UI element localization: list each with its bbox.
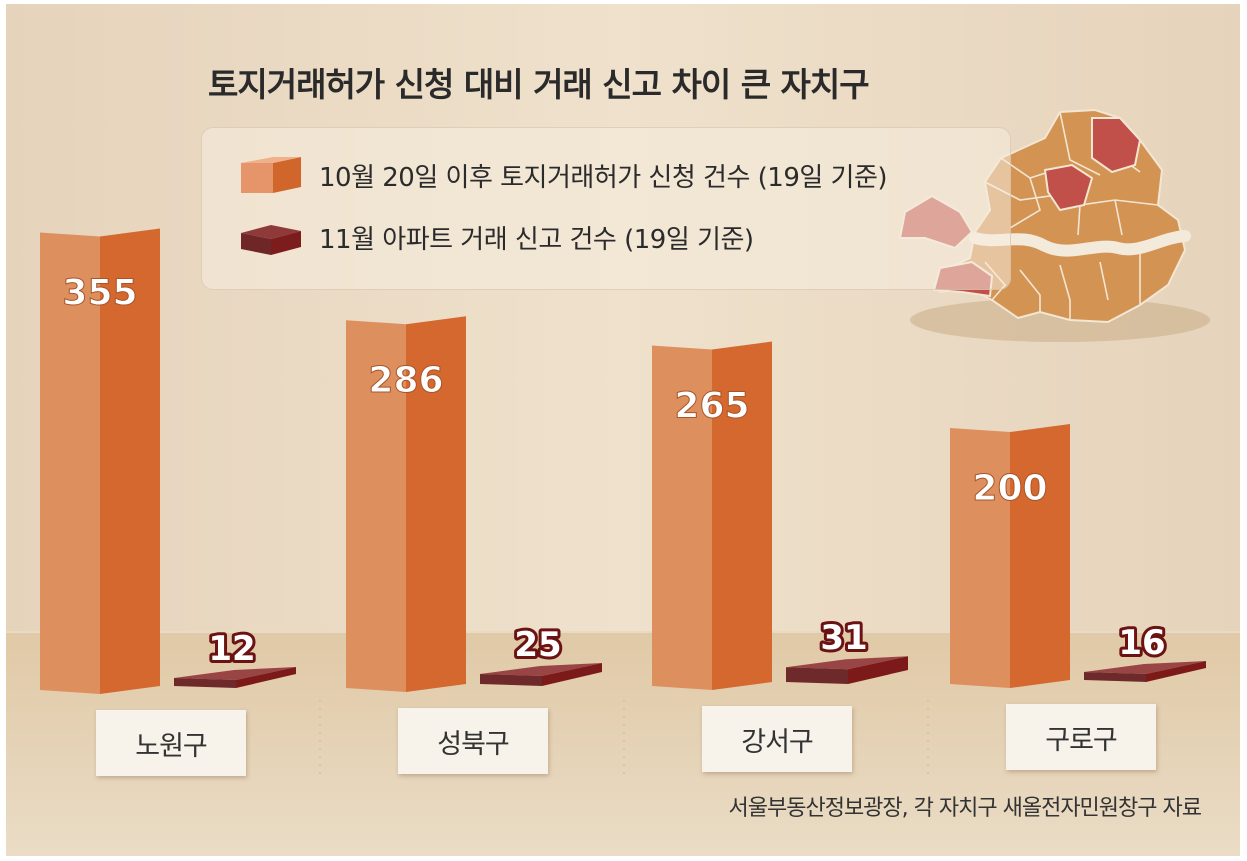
bar-series1: [950, 424, 1070, 688]
bar-side-face: [1146, 661, 1206, 682]
chart-title: 토지거래허가 신청 대비 거래 신고 차이 큰 자치구: [208, 65, 870, 104]
bar-top-face: [174, 667, 296, 680]
bar-series2: [786, 656, 908, 684]
bar-front-face: [786, 667, 848, 684]
legend: 10월 20일 이후 토지거래허가 신청 건수 (19일 기준) 11월 아파트…: [201, 127, 1011, 290]
value-labels-group: 355 12 286 25 265 31 200 16: [62, 272, 1169, 672]
bar-side-face: [406, 316, 466, 692]
bars-group: [40, 228, 1206, 694]
bar-series2: [174, 667, 296, 688]
bar-series1: [652, 341, 772, 690]
bar-value-label: 286: [368, 360, 443, 401]
bar-value-label: 16: [1118, 623, 1165, 663]
bar-value-label: 31: [820, 618, 867, 658]
bar-front-face: [346, 320, 406, 692]
bar-front-face: [40, 232, 100, 694]
category-label: 노원구: [96, 710, 246, 776]
legend-item-series2: 11월 아파트 거래 신고 건수 (19일 기준): [241, 217, 754, 257]
legend-label-series2: 11월 아파트 거래 신고 건수 (19일 기준): [319, 224, 754, 255]
bar-front-face: [652, 345, 712, 690]
bar-value-label: 265: [674, 386, 749, 427]
category-label: 구로구: [1006, 704, 1156, 770]
bar-side-face: [848, 656, 908, 684]
bar-side-face: [712, 341, 772, 690]
bar-front-face: [950, 428, 1010, 688]
source-note: 서울부동산정보광장, 각 자치구 새올전자민원창구 자료: [728, 796, 1202, 821]
bar-series2: [480, 663, 602, 686]
bar-side-face: [1010, 424, 1070, 688]
bar-front-face: [480, 674, 542, 686]
bar-front-face: [174, 678, 236, 688]
bar-value-label: 25: [514, 625, 561, 665]
bar-side-face: [236, 667, 296, 688]
category-label: 성북구: [398, 708, 548, 774]
bar-front-face: [1084, 672, 1146, 682]
bar-side-face: [542, 663, 602, 686]
category-label: 강서구: [702, 706, 852, 772]
legend-item-series1: 10월 20일 이후 토지거래허가 신청 건수 (19일 기준): [241, 155, 888, 195]
bar-value-label: 355: [62, 273, 137, 314]
bar-series1: [346, 316, 466, 692]
bar-series1: [40, 228, 160, 694]
bar-top-face: [1084, 661, 1206, 674]
legend-swatch-series1: [241, 157, 301, 193]
bar-top-face: [786, 656, 908, 670]
legend-swatch-series2: [241, 225, 301, 255]
bar-series2: [1084, 661, 1206, 682]
bar-side-face: [100, 228, 160, 694]
bar-value-label: 12: [208, 629, 255, 669]
map-highlight-seongbuk: [1043, 163, 1094, 212]
legend-label-series1: 10월 20일 이후 토지거래허가 신청 건수 (19일 기준): [319, 162, 888, 193]
bar-value-label: 200: [972, 468, 1047, 509]
bar-top-face: [480, 663, 602, 676]
map-highlight-nowon: [1091, 117, 1142, 174]
